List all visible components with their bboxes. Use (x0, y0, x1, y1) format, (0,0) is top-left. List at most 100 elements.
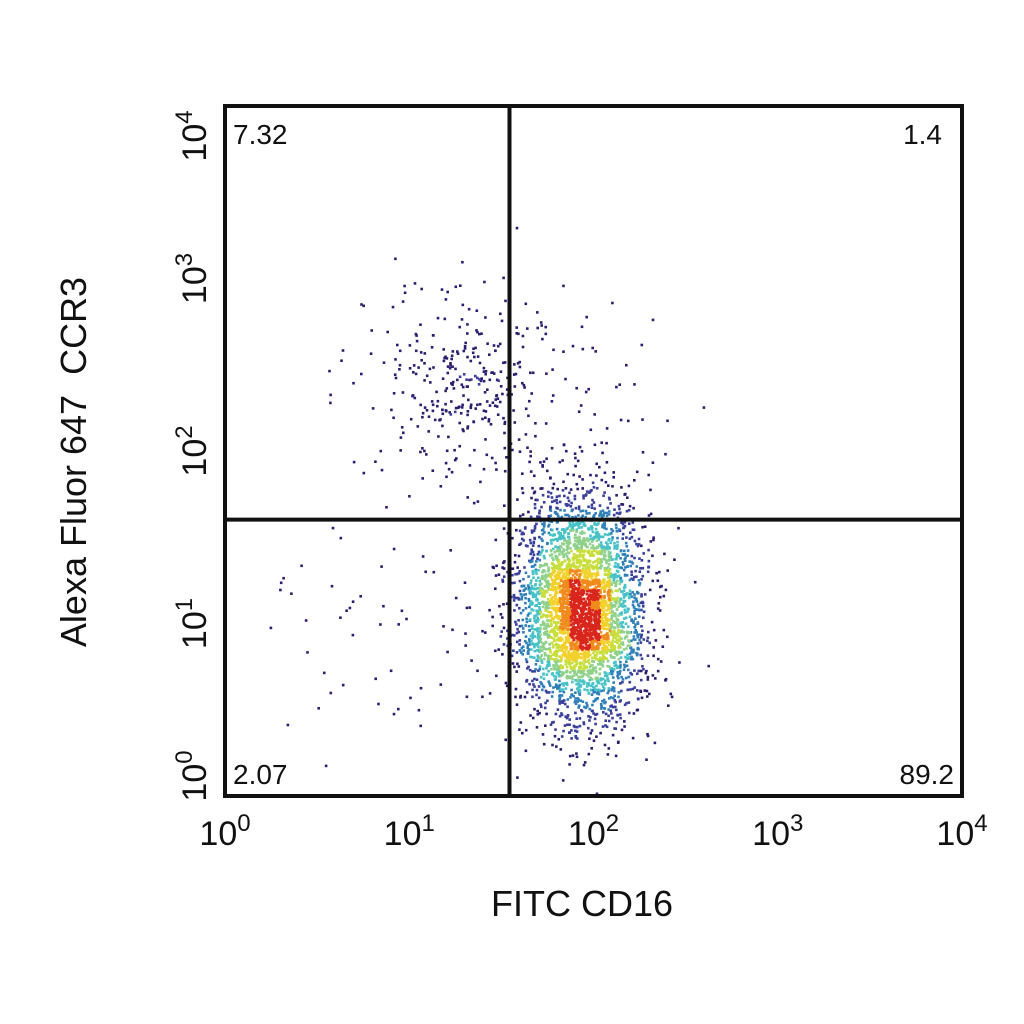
event-dot (545, 563, 549, 567)
event-dot (597, 589, 600, 592)
event-dot (431, 469, 435, 472)
event-dot (591, 498, 594, 502)
event-dot (551, 588, 555, 592)
event-dot (545, 712, 548, 716)
event-dot (602, 581, 606, 584)
event-dot (644, 671, 648, 675)
event-dot (546, 622, 550, 626)
event-dot (600, 682, 604, 686)
event-dot (562, 729, 565, 733)
event-dot (591, 656, 595, 660)
event-dot (639, 689, 642, 693)
event-dot (586, 655, 590, 659)
event-dot (609, 631, 613, 635)
event-dot (556, 591, 559, 595)
event-dot (637, 604, 641, 608)
event-dot (482, 467, 486, 471)
event-dot (542, 673, 545, 676)
event-dot (571, 344, 575, 348)
event-dot (560, 515, 564, 519)
event-dot (476, 500, 480, 503)
event-dot (562, 548, 565, 551)
event-dot (524, 433, 528, 436)
event-dot (547, 625, 551, 628)
event-dot (619, 656, 623, 659)
event-dot (573, 671, 576, 674)
event-dot (588, 603, 591, 606)
event-dot (594, 636, 597, 640)
event-dot (506, 637, 509, 640)
event-dot (599, 604, 603, 608)
event-dot (588, 628, 591, 632)
event-dot (583, 601, 587, 605)
event-dot (557, 584, 561, 587)
event-dot (582, 524, 586, 527)
event-dot (568, 521, 572, 525)
event-dot (659, 595, 662, 599)
event-dot (673, 558, 676, 561)
event-dot (599, 689, 603, 693)
event-dot (544, 724, 547, 727)
event-dot (600, 564, 604, 568)
event-dot (552, 674, 556, 678)
event-dot (482, 379, 486, 383)
event-dot (602, 611, 606, 615)
event-dot (531, 569, 535, 573)
event-dot (550, 582, 554, 586)
event-dot (576, 648, 580, 652)
event-dot (628, 615, 632, 619)
event-dot (504, 681, 508, 685)
event-dot (524, 587, 527, 590)
event-dot (579, 404, 583, 407)
event-dot (588, 737, 591, 740)
event-dot (588, 589, 592, 592)
event-dot (606, 565, 610, 569)
event-dot (576, 459, 580, 463)
event-dot (591, 659, 594, 663)
event-dot (514, 554, 517, 557)
event-dot (518, 360, 521, 364)
event-dot (593, 656, 597, 660)
event-dot (521, 618, 525, 622)
event-dot (521, 491, 525, 495)
event-dot (461, 403, 464, 407)
event-dot (531, 688, 534, 692)
event-dot (573, 524, 576, 527)
event-dot (533, 474, 536, 478)
event-dot (591, 664, 594, 667)
event-dot (561, 625, 565, 629)
event-dot (563, 559, 567, 563)
event-dot (640, 625, 643, 628)
event-dot (661, 645, 665, 648)
event-dot (539, 633, 542, 636)
event-dot (656, 657, 660, 661)
event-dot (566, 639, 569, 642)
event-dot (515, 596, 518, 600)
event-dot (569, 505, 573, 508)
event-dot (591, 641, 595, 645)
event-dot (329, 691, 333, 695)
event-dot (560, 602, 564, 606)
event-dot (601, 634, 604, 638)
event-dot (543, 531, 546, 534)
event-dot (554, 554, 557, 558)
event-dot (616, 544, 619, 548)
event-dot (578, 564, 581, 568)
event-dot (563, 617, 566, 621)
event-dot (552, 644, 555, 647)
event-dot (574, 664, 578, 667)
event-dot (579, 563, 582, 566)
event-dot (560, 682, 564, 686)
event-dot (570, 634, 574, 637)
svg-text:100: 100 (171, 750, 214, 801)
event-dot (557, 648, 561, 652)
event-dot (423, 449, 426, 453)
event-dot (587, 561, 591, 564)
event-dot (555, 495, 559, 498)
event-dot (624, 594, 628, 597)
event-dot (559, 590, 563, 594)
event-dot (564, 377, 567, 381)
event-dot (584, 509, 588, 513)
event-dot (600, 626, 603, 630)
event-dot (594, 587, 597, 591)
